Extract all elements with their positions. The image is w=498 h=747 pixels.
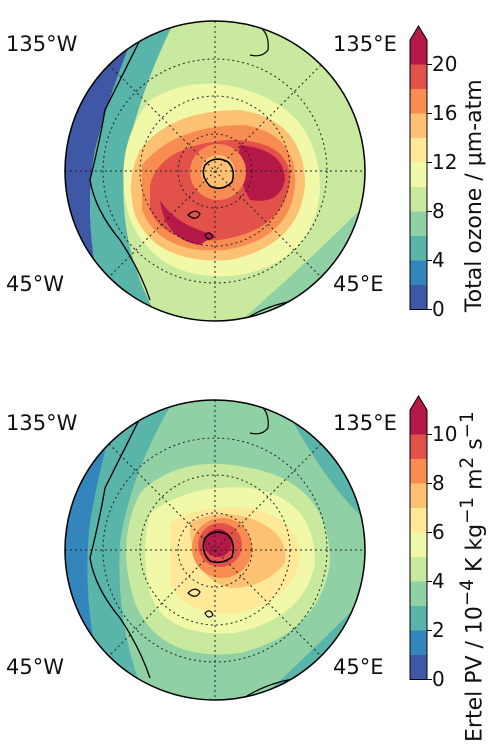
colorbar-tick-0: 0 xyxy=(432,667,445,691)
colorbar-tick-4: 4 xyxy=(432,248,445,272)
colorbar-title: Total ozone / μm-atm xyxy=(462,79,487,312)
colorbar-tick-4: 4 xyxy=(432,569,445,593)
lon-label-45e: 45°E xyxy=(333,272,384,296)
pv-colorbar xyxy=(409,395,432,680)
pv-polar-map xyxy=(64,395,432,701)
colorbar-tick-20: 20 xyxy=(432,52,458,76)
colorbar-tick-12: 12 xyxy=(432,150,458,174)
colorbar-tick-10: 10 xyxy=(432,422,458,446)
ozone-colorbar xyxy=(409,25,432,310)
pv-panel: 135°W 135°E 45°W 45°E 0 2 4 6 8 10 Ertel… xyxy=(0,373,498,746)
colorbar-tick-8: 8 xyxy=(432,471,445,495)
colorbar-tick-2: 2 xyxy=(432,618,445,642)
lon-label-135e: 135°E xyxy=(333,411,397,435)
lon-label-45e: 45°E xyxy=(333,655,384,679)
ozone-polar-map xyxy=(64,20,432,322)
lon-label-135e: 135°E xyxy=(333,32,397,56)
lon-label-135w: 135°W xyxy=(6,32,78,56)
colorbar-tick-0: 0 xyxy=(432,297,445,321)
colorbar-title: Ertel PV / 10−4 K kg−1 m2 s−1 xyxy=(457,411,488,742)
colorbar-tick-6: 6 xyxy=(432,520,445,544)
ozone-panel: 135°W 135°E 45°W 45°E 0 4 8 12 16 20 Tot… xyxy=(0,0,498,373)
lon-label-135w: 135°W xyxy=(6,411,78,435)
lon-label-45w: 45°W xyxy=(6,272,64,296)
colorbar-tick-16: 16 xyxy=(432,101,458,125)
lon-label-45w: 45°W xyxy=(6,655,64,679)
colorbar-tick-8: 8 xyxy=(432,199,445,223)
